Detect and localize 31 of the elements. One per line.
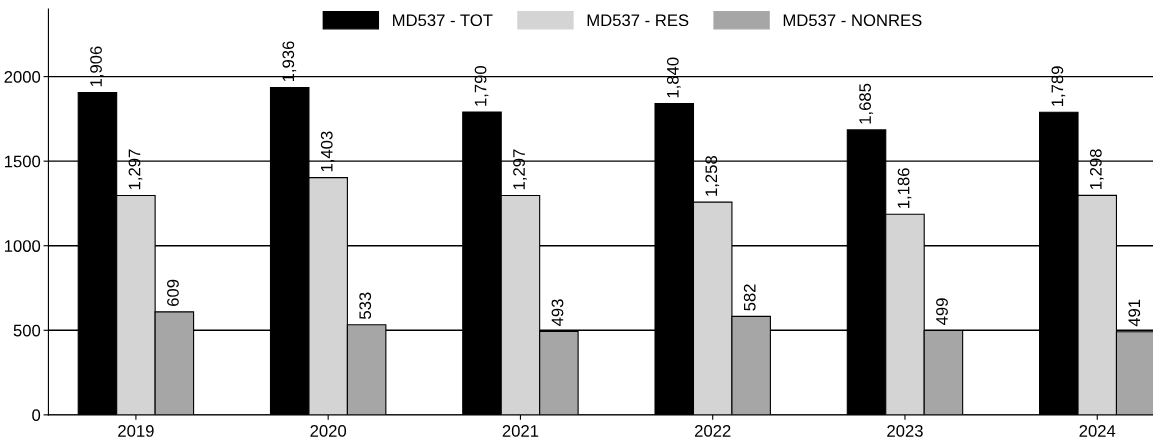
data-label: 1,685 bbox=[859, 83, 873, 124]
data-label: 582 bbox=[743, 284, 756, 311]
legend-label: MD537 - NONRES bbox=[783, 14, 922, 27]
x-tick-label: 2023 bbox=[887, 425, 923, 437]
y-tick-label: 500 bbox=[13, 324, 41, 337]
x-tick-label: 2021 bbox=[502, 425, 539, 437]
data-label: 1,298 bbox=[1089, 149, 1104, 189]
data-label: 493 bbox=[551, 299, 564, 327]
data-label: 1,906 bbox=[90, 46, 104, 87]
x-tick-label: 2019 bbox=[118, 425, 154, 437]
y-tick-label: 0 bbox=[32, 409, 41, 422]
data-label: 499 bbox=[936, 298, 948, 325]
y-tick-label: 2000 bbox=[4, 71, 41, 83]
legend-label: MD537 - RES bbox=[587, 14, 689, 27]
data-label: 1,936 bbox=[282, 41, 297, 82]
data-label: 533 bbox=[359, 292, 372, 319]
x-tick-label: 2020 bbox=[310, 425, 347, 437]
data-label: 1,403 bbox=[320, 131, 335, 172]
data-label: 1,258 bbox=[705, 156, 720, 196]
data-label: 1,186 bbox=[897, 168, 912, 208]
data-label: 609 bbox=[167, 279, 179, 306]
data-label: 491 bbox=[1128, 299, 1141, 327]
data-label: 1,297 bbox=[513, 149, 527, 190]
x-tick-label: 2022 bbox=[695, 425, 731, 437]
y-tick-label: 1500 bbox=[4, 155, 41, 168]
data-label: 1,840 bbox=[666, 57, 681, 98]
x-tick-label: 2024 bbox=[1079, 425, 1116, 437]
data-label: 1,297 bbox=[128, 149, 143, 190]
legend-label: MD537 - TOT bbox=[393, 14, 493, 27]
data-label: 1,789 bbox=[1051, 66, 1066, 106]
y-tick-label: 1000 bbox=[4, 240, 41, 252]
